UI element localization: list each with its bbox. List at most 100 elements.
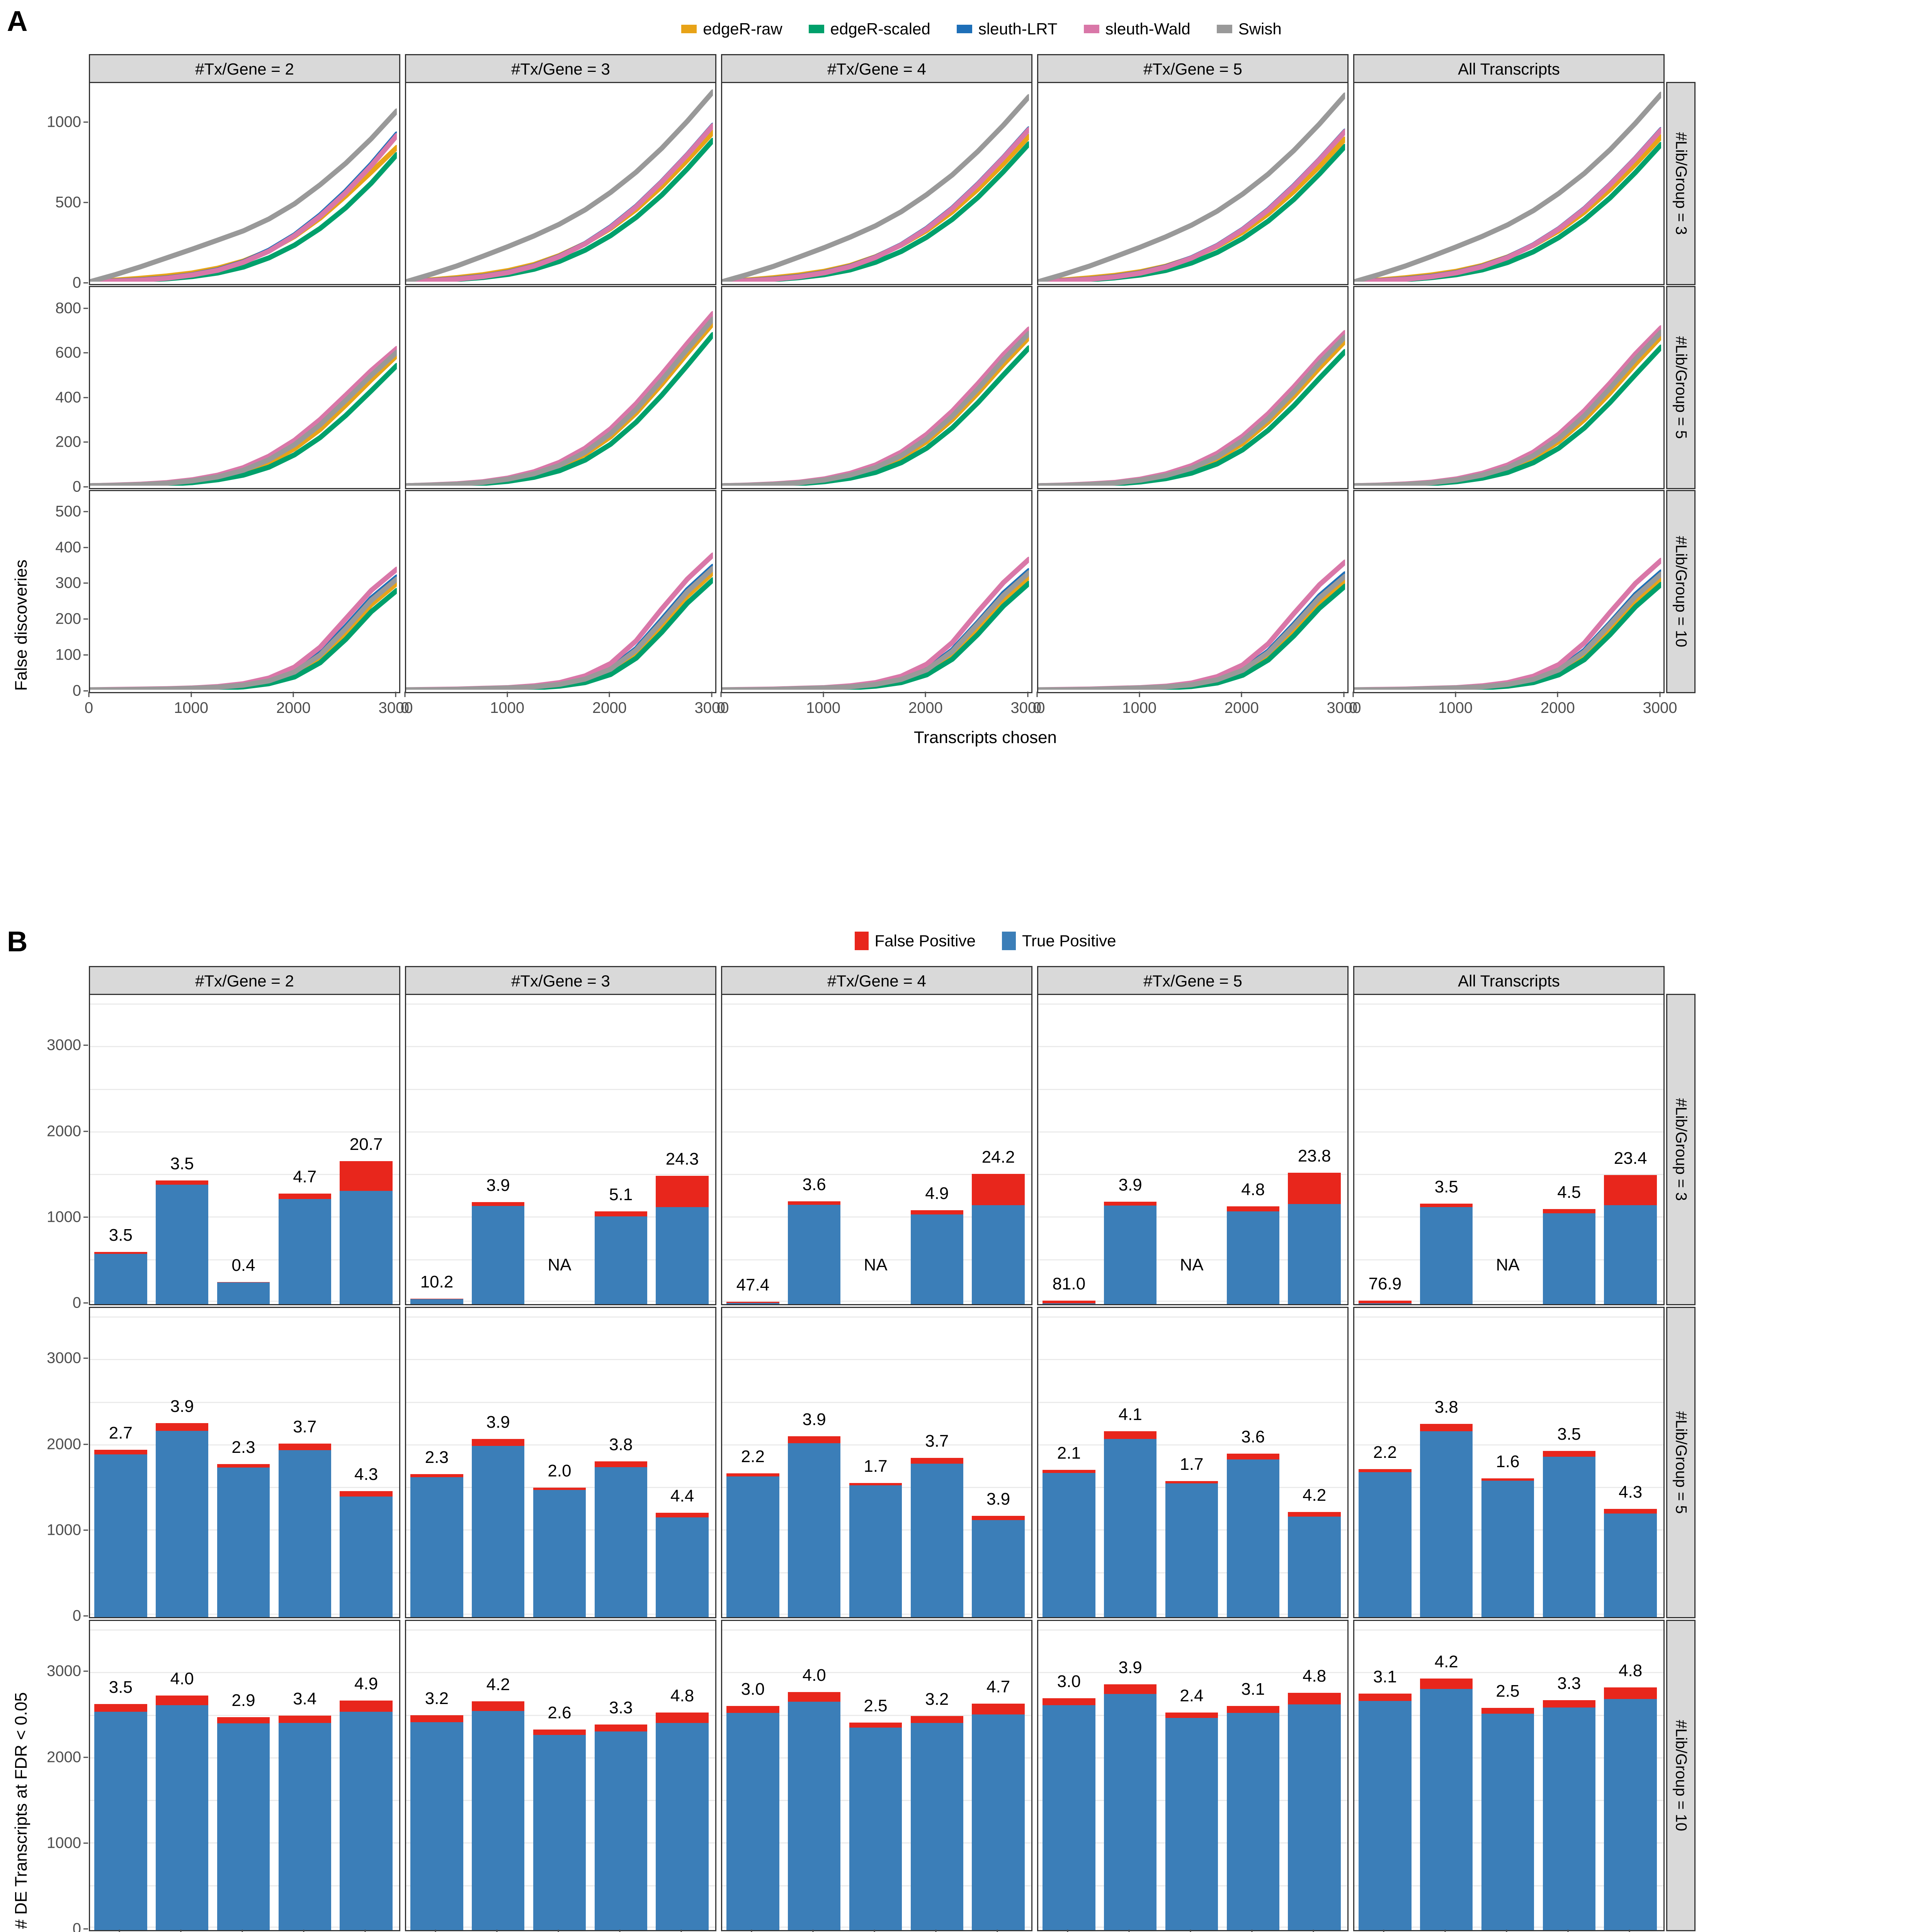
panel-b-bar-false-positive [726, 1301, 779, 1303]
panel-b-bar-r2-c2-edgeR-raw [410, 1474, 463, 1617]
panel-b-bar-r3-c3-Swish [972, 1704, 1025, 1930]
panel-b-bar-label-r3-c1-sleuth-LRT: 2.9 [231, 1691, 255, 1710]
panel-a-ytick-label-r2-1: 0 [72, 478, 81, 495]
panel-b-bar-true-positive [278, 1450, 332, 1617]
panel-b-bar-true-positive [726, 1303, 779, 1304]
panel-b-bar-true-positive [155, 1431, 209, 1617]
panel-a-xtick-label-c5-4: 3000 [1643, 699, 1677, 716]
panel-b-gridline [722, 1216, 1031, 1218]
panel-b-gridline [90, 1714, 399, 1716]
panel-b-cell-r1-c4: 81.0 3.9 NA 4.8 23.8 [1037, 994, 1349, 1305]
panel-a-lines-r3-c5 [1354, 558, 1661, 690]
panel-a-line-edgeR-scaled [1354, 142, 1661, 282]
panel-b-gridline [406, 1316, 715, 1318]
panel-b-bar-true-positive [471, 1446, 525, 1617]
panel-b-bar-false-positive [1288, 1172, 1341, 1204]
panel-b-bar-label-r1-c3-sleuth-Wald: 4.9 [925, 1184, 949, 1203]
panel-a-xtick-label-c2-2: 1000 [490, 699, 525, 716]
panel-b-ytick-mark-r3-1 [83, 1928, 88, 1930]
panel-a-row-strip-label-3: #Lib/Group = 10 [1672, 536, 1690, 647]
panel-a-xtick-label-c3-3: 2000 [908, 699, 943, 716]
panel-b-bar-r2-c5-edgeR-scaled [1420, 1424, 1473, 1617]
panel-b-bar-true-positive [1359, 1701, 1412, 1930]
panel-b-bar-true-positive [410, 1722, 463, 1930]
panel-a-cell-r3-c4 [1037, 490, 1349, 693]
panel-b-bar-label-r1-c5-edgeR-scaled: 3.5 [1434, 1177, 1458, 1196]
panel-b-bar-r2-c5-edgeR-raw [1359, 1469, 1412, 1617]
panel-b-ytick-mark-r2-1 [83, 1615, 88, 1617]
panel-b-ytick-label-r2-1: 0 [72, 1607, 81, 1624]
panel-b-bar-label-r3-c1-edgeR-scaled: 4.0 [170, 1669, 194, 1689]
panel-b-bar-r1-c2-sleuth-Wald [594, 1211, 648, 1304]
panel-b-gridline [406, 1672, 715, 1673]
panel-a-ytick-mark-r3-6 [83, 511, 88, 512]
panel-b-bar-label-r1-c1-sleuth-Wald: 4.7 [293, 1167, 317, 1187]
panel-b-bar-r1-c3-edgeR-scaled [787, 1201, 841, 1304]
panel-a-ytick-mark-r3-3 [83, 618, 88, 620]
panel-b-bar-true-positive [1481, 1481, 1534, 1617]
panel-b-bar-label-r2-c1-edgeR-raw: 2.7 [109, 1423, 133, 1443]
panel-b-bar-false-positive [1420, 1678, 1473, 1689]
panel-a-ytick-label-r3-6: 500 [55, 503, 81, 520]
panel-a-xtick-mark-c5-1 [1352, 692, 1354, 697]
panel-b-bar-true-positive [656, 1723, 709, 1930]
panel-a-ytick-label-r1-2: 500 [55, 194, 81, 211]
panel-b-xtick-mark-c4-2 [1128, 1930, 1130, 1932]
panel-b-bar-false-positive [1226, 1453, 1280, 1459]
panel-a-legend: edgeR-raw edgeR-scaled sleuth-LRT sleuth-Wa… [479, 15, 1484, 43]
panel-b-bar-true-positive [594, 1216, 648, 1304]
panel-b-bar-false-positive [594, 1725, 648, 1732]
panel-b-bar-false-positive [1165, 1481, 1218, 1483]
panel-a-lines-r3-c3 [722, 556, 1029, 690]
panel-a-xtick-label-c1-3: 2000 [276, 699, 311, 716]
panel-a-cell-r1-c3 [721, 82, 1032, 285]
panel-b-bar-r3-c5-edgeR-raw [1359, 1693, 1412, 1930]
panel-b-row-strip-label-1: #Lib/Group = 3 [1672, 1098, 1690, 1201]
panel-b-xtick-mark-c5-5 [1629, 1930, 1630, 1932]
panel-a-cell-r1-c1 [89, 82, 400, 285]
panel-b-bar-label-r1-c2-Swish: 24.3 [665, 1149, 699, 1168]
panel-b-gridline [1038, 1003, 1347, 1005]
panel-b-bar-false-positive [1359, 1693, 1412, 1701]
panel-a-line-Swish [406, 566, 713, 690]
panel-b-bar-label-r3-c3-Swish: 4.7 [986, 1677, 1010, 1697]
panel-b-ytick-mark-r3-2 [83, 1842, 88, 1844]
panel-b-bar-false-positive [1165, 1713, 1218, 1718]
panel-b-bar-label-r3-c3-sleuth-Wald: 3.2 [925, 1690, 949, 1709]
panel-b-gridline [1354, 1301, 1663, 1302]
panel-b-bar-label-r1-c2-edgeR-raw: 10.2 [420, 1272, 454, 1291]
panel-b-gridline [1038, 1046, 1347, 1048]
panel-b-bar-true-positive [594, 1467, 648, 1617]
panel-b-xtick-mark-c5-2 [1444, 1930, 1446, 1932]
panel-b-bar-label-r2-c2-edgeR-scaled: 3.9 [486, 1412, 510, 1432]
panel-b-bar-label-r3-c5-edgeR-scaled: 4.2 [1434, 1652, 1458, 1671]
panel-b-bar-label-r3-c3-edgeR-raw: 3.0 [741, 1680, 765, 1699]
panel-b-gridline [1354, 1131, 1663, 1133]
panel-b-bar-false-positive [94, 1252, 147, 1254]
panel-b-bar-true-positive [910, 1214, 964, 1304]
panel-b-row-strip-label-2: #Lib/Group = 5 [1672, 1411, 1690, 1514]
panel-b-gridline [722, 1316, 1031, 1318]
panel-a-line-edgeR-scaled [406, 577, 713, 690]
panel-b-bar-true-positive [471, 1711, 525, 1930]
legend-key-4 [1083, 25, 1099, 33]
panel-b-bar-true-positive [1104, 1206, 1157, 1304]
panel-b-cell-r2-c3: 2.2 3.9 1.7 3.7 3.9 [721, 1307, 1032, 1618]
panel-b-bar-r1-c5-edgeR-raw [1359, 1300, 1412, 1304]
panel-b-bar-r1-c4-sleuth-Wald [1226, 1206, 1280, 1304]
panel-b-bar-label-r3-c2-edgeR-scaled: 4.2 [486, 1675, 510, 1694]
panel-b-bar-r2-c3-sleuth-Wald [910, 1458, 964, 1617]
panel-b-gridline [1354, 1174, 1663, 1175]
panel-b-bar-false-positive [787, 1436, 841, 1444]
panel-b-ytick-mark-r3-4 [83, 1670, 88, 1672]
panel-b-bar-r3-c4-edgeR-scaled [1104, 1684, 1157, 1930]
panel-a-xtick-mark-c4-3 [1241, 692, 1242, 697]
panel-a-lines-r3-c4 [1038, 560, 1345, 690]
panel-b-bar-true-positive [1226, 1713, 1280, 1930]
panel-b-bar-label-r3-c3-sleuth-LRT: 2.5 [864, 1696, 888, 1715]
panel-b-col-strip-2: #Tx/Gene = 3 [405, 966, 716, 996]
panel-b-bar-label-r2-c1-Swish: 4.3 [354, 1465, 378, 1484]
panel-b-bar-r1-c4-edgeR-scaled [1104, 1201, 1157, 1304]
panel-a-xtick-mark-c1-3 [293, 692, 294, 697]
panel-a-lines-r3-c2 [406, 552, 713, 690]
